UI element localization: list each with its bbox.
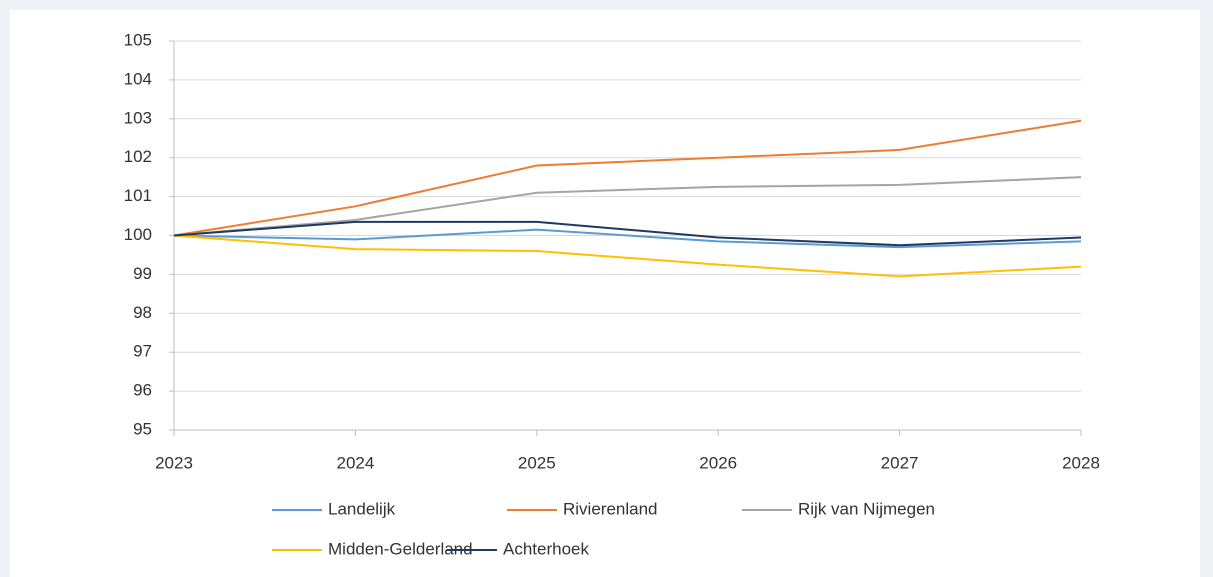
legend-label: Rivierenland <box>563 499 658 518</box>
y-tick-label: 98 <box>133 303 152 322</box>
series-line <box>173 176 1082 237</box>
y-tick-label: 104 <box>124 69 152 88</box>
chart-area <box>10 10 1200 577</box>
y-tick-label: 101 <box>124 186 152 205</box>
y-tick-label: 100 <box>124 225 152 244</box>
y-tick-label: 103 <box>124 108 152 127</box>
series-line <box>173 234 1082 278</box>
y-tick-label: 96 <box>133 381 152 400</box>
legend-label: Landelijk <box>328 499 396 518</box>
x-tick-label: 2024 <box>336 453 374 472</box>
x-tick-label: 2025 <box>518 453 556 472</box>
legend-label: Rijk van Nijmegen <box>798 499 935 518</box>
y-tick-label: 105 <box>124 30 152 49</box>
y-tick-label: 102 <box>124 147 152 166</box>
series-line <box>173 228 1082 249</box>
x-tick-label: 2028 <box>1062 453 1100 472</box>
x-tick-label: 2027 <box>881 453 919 472</box>
y-tick-label: 95 <box>133 419 152 438</box>
series-line <box>173 119 1082 237</box>
legend-label: Midden-Gelderland <box>328 539 473 558</box>
series-line <box>173 220 1082 247</box>
x-tick-label: 2026 <box>699 453 737 472</box>
y-tick-label: 99 <box>133 264 152 283</box>
y-tick-label: 97 <box>133 342 152 361</box>
x-tick-label: 2023 <box>155 453 193 472</box>
legend-label: Achterhoek <box>503 539 589 558</box>
